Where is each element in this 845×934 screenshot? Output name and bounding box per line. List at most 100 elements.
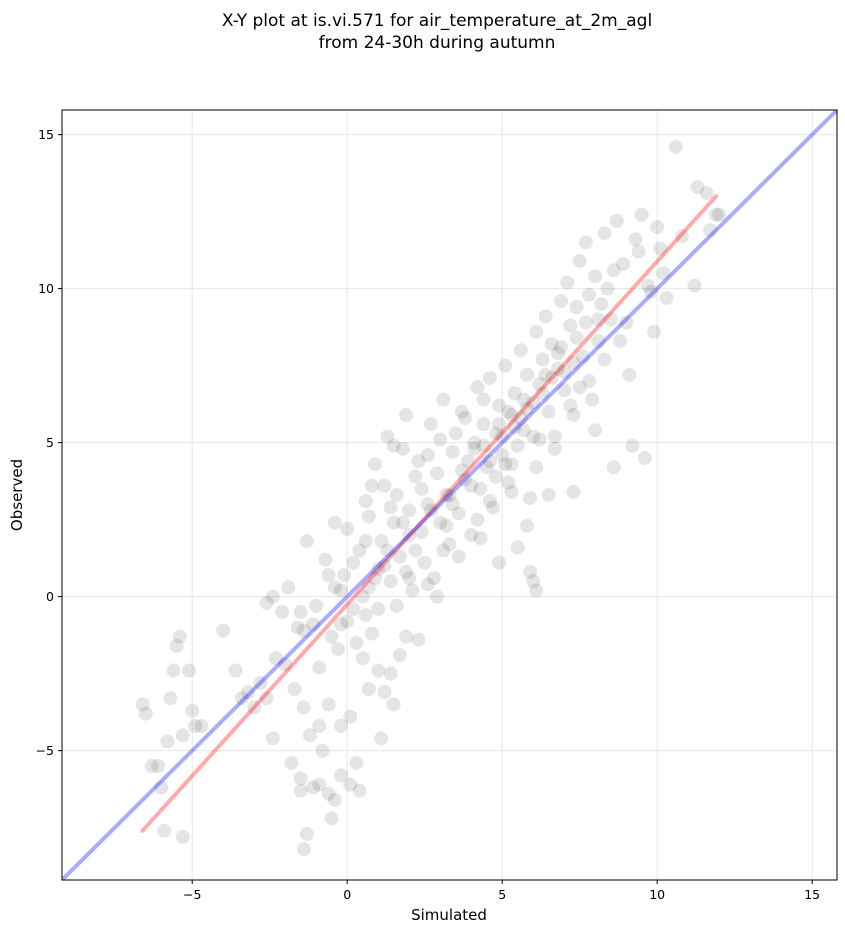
data-point <box>346 555 361 570</box>
data-point <box>293 605 308 620</box>
data-point <box>392 648 407 663</box>
scatter-points <box>135 139 727 857</box>
data-point <box>402 528 417 543</box>
data-point <box>451 549 466 564</box>
data-point <box>334 617 348 632</box>
data-point <box>482 494 497 509</box>
x-tick-label: 0 <box>343 887 351 902</box>
y-tick-label: 15 <box>38 127 54 142</box>
data-point <box>392 549 407 564</box>
data-point <box>547 429 562 444</box>
data-point <box>650 220 665 235</box>
chart-title-line-2: from 24-30h during autumn <box>319 33 556 53</box>
y-tick-label: 0 <box>46 589 54 604</box>
data-point <box>315 743 330 758</box>
data-point <box>594 297 609 312</box>
data-point <box>557 364 572 379</box>
data-point <box>516 423 531 438</box>
data-point <box>259 691 274 706</box>
data-point <box>296 623 311 638</box>
data-point <box>619 315 634 330</box>
data-point <box>414 524 429 539</box>
data-point <box>182 663 197 678</box>
grid-lines <box>62 110 837 880</box>
data-point <box>569 300 584 315</box>
data-point <box>479 460 494 475</box>
data-point <box>551 361 565 376</box>
data-point <box>374 534 389 549</box>
data-point <box>402 571 417 586</box>
data-point <box>547 441 562 456</box>
data-point <box>659 290 674 305</box>
data-point <box>371 601 386 616</box>
data-point <box>420 577 435 592</box>
data-point <box>312 777 327 792</box>
data-point <box>668 139 683 154</box>
data-point <box>585 392 600 407</box>
data-point <box>234 691 249 706</box>
data-point <box>430 589 445 604</box>
data-point <box>482 370 497 385</box>
data-point <box>135 697 150 712</box>
data-point <box>572 253 587 268</box>
data-point <box>268 651 283 666</box>
data-point <box>699 186 714 201</box>
data-point <box>386 438 401 453</box>
data-point <box>337 568 352 583</box>
y-tick-label: 10 <box>38 281 54 296</box>
data-point <box>675 229 689 244</box>
data-point <box>386 515 401 530</box>
data-point <box>631 244 646 259</box>
data-point <box>613 334 627 348</box>
data-point <box>538 309 553 324</box>
data-point <box>578 235 593 250</box>
data-point <box>523 491 538 506</box>
data-point <box>374 731 389 746</box>
data-point <box>495 429 510 444</box>
data-point <box>380 543 395 558</box>
data-point <box>647 324 662 339</box>
y-tick-label: 5 <box>46 435 54 450</box>
data-point <box>482 454 497 469</box>
data-point <box>458 472 472 487</box>
data-point <box>439 488 454 502</box>
data-point <box>529 324 544 339</box>
data-point <box>507 386 522 401</box>
data-point <box>278 657 293 672</box>
data-point <box>352 783 367 798</box>
data-point <box>454 463 469 478</box>
data-point <box>485 500 500 515</box>
data-point <box>312 660 327 675</box>
data-point <box>340 521 355 536</box>
data-point <box>358 608 373 623</box>
data-point <box>383 574 398 589</box>
data-point <box>461 454 476 469</box>
data-point <box>296 842 311 857</box>
data-point <box>507 420 522 435</box>
data-point <box>151 759 166 774</box>
data-point <box>169 638 184 653</box>
data-point <box>529 583 544 598</box>
data-point <box>405 583 420 598</box>
data-point <box>154 780 169 795</box>
data-point <box>470 512 485 527</box>
data-point <box>275 605 290 620</box>
data-point <box>414 481 429 496</box>
data-point <box>175 829 190 844</box>
data-point <box>566 355 581 370</box>
data-point <box>265 731 280 746</box>
x-axis-ticks: −5 0 5 10 15 <box>183 880 820 902</box>
data-point <box>296 700 311 715</box>
data-point <box>544 370 559 385</box>
plot-area-frame <box>61 109 838 881</box>
data-point <box>560 275 575 290</box>
data-point <box>532 432 547 447</box>
data-point <box>423 417 438 432</box>
data-point <box>644 284 658 299</box>
data-point <box>582 374 596 389</box>
data-point <box>563 398 578 413</box>
data-point <box>389 598 404 613</box>
data-point <box>523 565 538 579</box>
data-point <box>501 475 516 490</box>
data-point <box>637 451 652 466</box>
